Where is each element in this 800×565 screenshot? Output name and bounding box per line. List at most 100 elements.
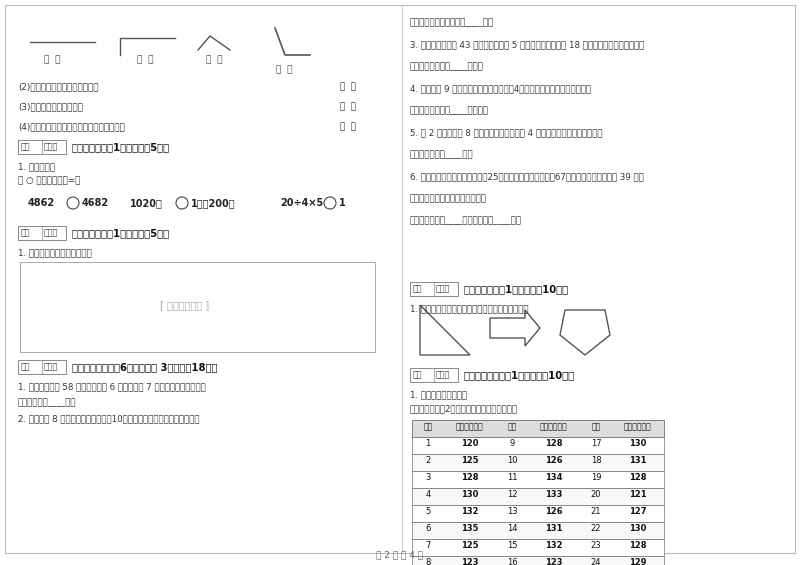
Text: 125: 125 [461, 456, 479, 465]
Text: 9: 9 [510, 439, 514, 448]
Text: 学号: 学号 [423, 422, 433, 431]
Text: 答：他们一共据了____个玉米。: 答：他们一共据了____个玉米。 [410, 106, 489, 115]
Text: 129: 129 [630, 558, 646, 565]
Text: 七、连一连（八1大题，共计5分）: 七、连一连（八1大题，共计5分） [72, 228, 170, 238]
Text: 3: 3 [426, 473, 430, 482]
Text: 答：现在还有____只。: 答：现在还有____只。 [18, 398, 77, 407]
Text: 130: 130 [462, 490, 478, 499]
Text: 1. 我会比较。: 1. 我会比较。 [18, 162, 55, 171]
Text: 身高（厘米）: 身高（厘米） [624, 422, 652, 431]
Text: (3)所有的直角都一样大。: (3)所有的直角都一样大。 [18, 102, 83, 111]
Text: 十、综合题（八1大题，共计10分）: 十、综合题（八1大题，共计10分） [464, 284, 569, 294]
Text: 125: 125 [461, 541, 479, 550]
Text: 评卷人: 评卷人 [436, 284, 450, 293]
Text: 得分: 得分 [413, 370, 422, 379]
Text: 学号: 学号 [591, 422, 601, 431]
Text: [ 连一连镜像图 ]: [ 连一连镜像图 ] [160, 300, 210, 310]
Text: 4682: 4682 [82, 198, 109, 208]
Text: 5: 5 [426, 507, 430, 516]
Bar [18, 360, 66, 374]
Text: 答：现在学校里有____棵树。: 答：现在学校里有____棵树。 [410, 62, 484, 71]
Text: 4862: 4862 [28, 198, 55, 208]
Text: (2)角的两条边越长，角就越大。: (2)角的两条边越长，角就越大。 [18, 82, 98, 91]
Text: 10: 10 [506, 456, 518, 465]
Text: （  ）: （ ） [340, 82, 356, 91]
Text: 21: 21 [590, 507, 602, 516]
Text: 128: 128 [630, 473, 646, 482]
Text: 15: 15 [506, 541, 518, 550]
Text: 1. 羊圈里原来有 58 只羊，先走了 6 只，又走了 7 只，现在还有多少只？: 1. 羊圈里原来有 58 只羊，先走了 6 只，又走了 7 只，现在还有多少只？ [18, 382, 206, 391]
Text: 132: 132 [546, 541, 562, 550]
Text: 130: 130 [630, 524, 646, 533]
Text: 128: 128 [630, 541, 646, 550]
Text: 6: 6 [426, 524, 430, 533]
Text: （  ）: （ ） [44, 55, 60, 64]
Text: 121: 121 [629, 490, 647, 499]
Text: 13: 13 [506, 507, 518, 516]
Text: 1020克: 1020克 [130, 198, 163, 208]
Text: 学号: 学号 [507, 422, 517, 431]
Text: 评卷人: 评卷人 [44, 142, 58, 151]
Text: 得分: 得分 [21, 228, 30, 237]
Bar [20, 262, 375, 352]
Text: 第 2 页 共 4 页: 第 2 页 共 4 页 [377, 550, 423, 559]
Text: 24: 24 [590, 558, 602, 565]
Text: 十一、附加题（八1大题，共计10分）: 十一、附加题（八1大题，共计10分） [464, 370, 575, 380]
Bar [412, 556, 664, 565]
Text: 3. 学校里原来种了 43 棵树，今年死了 5 棵，植树节时又种了 18 棵，现在学校里有几棵树？: 3. 学校里原来种了 43 棵树，今年死了 5 棵，植树节时又种了 18 棵，现… [410, 40, 644, 49]
Text: 2. 小阀存了 8 元，小兵存的是小阀的10倍，小兵和小阀一共存了多少錢？: 2. 小阀存了 8 元，小兵存的是小阀的10倍，小兵和小阀一共存了多少錢？ [18, 414, 199, 423]
Text: 12: 12 [506, 490, 518, 499]
Text: 16: 16 [506, 558, 518, 565]
Text: 4. 小熊据了 9 个玉米，小谷据的是小熊的4倍，他们一共据了多少个玉米？: 4. 小熊据了 9 个玉米，小谷据的是小熊的4倍，他们一共据了多少个玉米？ [410, 84, 591, 93]
Bar [412, 505, 664, 522]
Text: 2: 2 [426, 456, 430, 465]
Text: 131: 131 [630, 456, 646, 465]
Text: 1. 用一条虚线将下面图像分成完全相同的两部分。: 1. 用一条虚线将下面图像分成完全相同的两部分。 [410, 304, 529, 313]
Bar [412, 437, 664, 454]
Text: 22: 22 [590, 524, 602, 533]
Text: 131: 131 [546, 524, 562, 533]
Text: 三年级订了多少？四年级订多少？: 三年级订了多少？四年级订多少？ [410, 194, 487, 203]
Text: 评卷人: 评卷人 [44, 228, 58, 237]
Text: 答：小兵和小阀一共存了____元。: 答：小兵和小阀一共存了____元。 [410, 18, 494, 27]
Text: 1. 连一连镜子里看到的图像。: 1. 连一连镜子里看到的图像。 [18, 248, 92, 257]
Bar [18, 140, 66, 154]
Text: 7: 7 [426, 541, 430, 550]
Text: (4)一块正方形，剪去一个角后只剩三个角。: (4)一块正方形，剪去一个角后只剩三个角。 [18, 122, 125, 131]
Text: 20÷4×5: 20÷4×5 [280, 198, 323, 208]
Text: 得分: 得分 [413, 284, 422, 293]
Bar [412, 522, 664, 539]
Text: 身高（厘米）: 身高（厘米） [456, 422, 484, 431]
Text: 14: 14 [506, 524, 518, 533]
Text: 11: 11 [506, 473, 518, 482]
Text: 6. 实验小学二年级订《数学报》25份，三年级比二年级多计67份，四年级比三年级少 39 份，: 6. 实验小学二年级订《数学报》25份，三年级比二年级多计67份，四年级比三年级… [410, 172, 644, 181]
Text: 评卷人: 评卷人 [44, 362, 58, 371]
Bar [412, 539, 664, 556]
Text: 答：每个同学分____桶。: 答：每个同学分____桶。 [410, 150, 474, 159]
Text: 130: 130 [630, 439, 646, 448]
Text: 120: 120 [462, 439, 478, 448]
Text: 126: 126 [545, 456, 563, 465]
Text: 19: 19 [590, 473, 602, 482]
Text: （  ）: （ ） [206, 55, 222, 64]
Text: （  ）: （ ） [340, 122, 356, 131]
Text: 身高（厘米）: 身高（厘米） [540, 422, 568, 431]
Text: 123: 123 [546, 558, 562, 565]
Text: 八、解决问题（八6小题，每题 3分，共计18分）: 八、解决问题（八6小题，每题 3分，共计18分） [72, 362, 218, 372]
Bar [410, 368, 458, 382]
Text: 132: 132 [462, 507, 478, 516]
Text: 134: 134 [546, 473, 562, 482]
Bar [410, 282, 458, 296]
Text: 127: 127 [630, 507, 646, 516]
Text: 六、比一比（八1大题，共计5分）: 六、比一比（八1大题，共计5分） [72, 142, 170, 152]
Bar [412, 488, 664, 505]
Text: 128: 128 [462, 473, 478, 482]
Text: 评卷人: 评卷人 [436, 370, 450, 379]
Text: 1: 1 [339, 198, 346, 208]
Text: 下面是希望小学2年级一班女生身高统计情况。: 下面是希望小学2年级一班女生身高统计情况。 [410, 404, 518, 413]
Text: 4: 4 [426, 490, 430, 499]
Text: 128: 128 [546, 439, 562, 448]
Text: 得分: 得分 [21, 142, 30, 151]
Text: 在 ○ 里填上、《或=。: 在 ○ 里填上、《或=。 [18, 176, 81, 185]
Bar [412, 471, 664, 488]
